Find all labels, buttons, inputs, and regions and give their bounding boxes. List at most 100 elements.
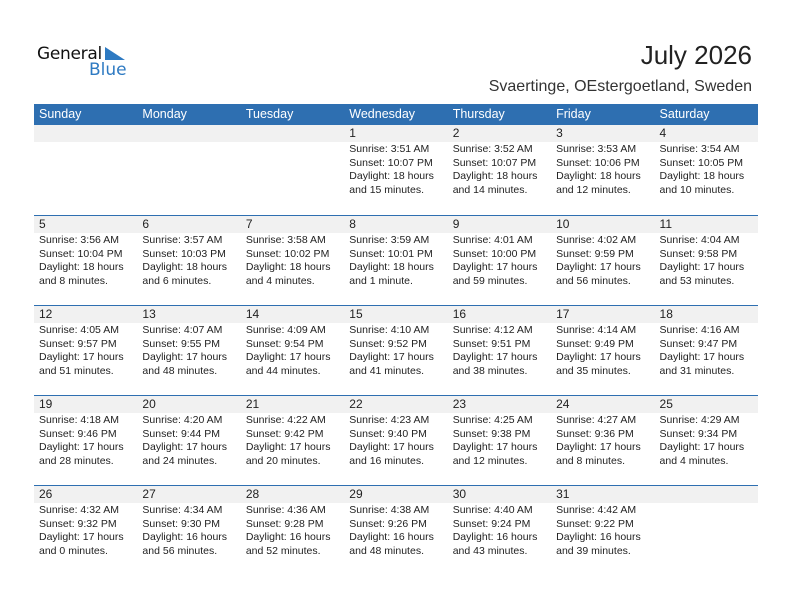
sunrise-text: Sunrise: 3:59 AM <box>349 234 430 246</box>
daylight-text: Daylight: 17 hours <box>556 261 641 273</box>
weekday-wednesday: Wednesday <box>349 107 416 121</box>
sunset-text: Sunset: 9:47 PM <box>659 337 738 350</box>
day-info: Sunrise: 4:12 AM Sunset: 9:51 PM Daylight:… <box>448 323 551 378</box>
daylight-text: and 48 minutes. <box>142 364 218 377</box>
daylight-text: Daylight: 17 hours <box>349 441 434 453</box>
daylight-text: Daylight: 17 hours <box>142 351 228 363</box>
daylight-text: and 1 minute. <box>349 274 413 287</box>
daylight-text: and 35 minutes. <box>556 364 631 377</box>
sunrise-text: Sunrise: 4:34 AM <box>142 504 223 516</box>
weeks: 1 Sunrise: 3:51 AM Sunset: 10:07 PM Dayligh… <box>34 125 758 575</box>
day-cell: 30 Sunrise: 4:40 AM Sunset: 9:24 PM Dayligh… <box>447 486 552 575</box>
day-number: 26 <box>34 486 138 503</box>
daylight-text: Daylight: 18 hours <box>349 261 434 273</box>
daylight-text: and 8 minutes. <box>39 274 108 287</box>
daylight-text: and 20 minutes. <box>245 454 321 467</box>
week-row: 26 Sunrise: 4:32 AM Sunset: 9:32 PM Dayligh… <box>34 485 758 575</box>
weekday-thursday: Thursday <box>452 107 505 121</box>
sunrise-text: Sunrise: 3:54 AM <box>659 143 740 155</box>
daylight-text: and 0 minutes. <box>39 544 108 557</box>
daylight-text: and 31 minutes. <box>659 364 735 377</box>
daylight-text: and 56 minutes. <box>556 274 631 287</box>
sunrise-text: Sunrise: 4:12 AM <box>452 324 533 336</box>
daylight-text: Daylight: 17 hours <box>39 441 124 453</box>
weekday-monday: Monday <box>142 107 187 121</box>
day-info: Sunrise: 4:22 AM Sunset: 9:42 PM Daylight:… <box>241 413 344 468</box>
day-number: 31 <box>551 486 655 503</box>
day-info: Sunrise: 4:10 AM Sunset: 9:52 PM Daylight:… <box>344 323 447 378</box>
day-cell: 26 Sunrise: 4:32 AM Sunset: 9:32 PM Dayligh… <box>34 486 138 575</box>
day-number: 27 <box>137 486 241 503</box>
day-cell <box>654 486 758 575</box>
daylight-text: Daylight: 17 hours <box>245 351 331 363</box>
day-info: Sunrise: 3:53 AM Sunset: 10:06 PM Daylight… <box>551 142 654 197</box>
sunrise-text: Sunrise: 4:16 AM <box>659 324 740 336</box>
day-number: 11 <box>654 216 758 233</box>
daylight-text: Daylight: 17 hours <box>659 441 745 453</box>
daylight-text: and 12 minutes. <box>452 454 528 467</box>
daylight-text: Daylight: 18 hours <box>659 170 745 182</box>
sunrise-text: Sunrise: 4:09 AM <box>245 324 326 336</box>
day-info: Sunrise: 3:52 AM Sunset: 10:07 PM Daylight… <box>448 142 551 197</box>
sunrise-text: Sunrise: 4:01 AM <box>452 234 533 246</box>
day-number: 20 <box>137 396 241 413</box>
day-number: 15 <box>344 306 448 323</box>
daylight-text: Daylight: 17 hours <box>349 351 434 363</box>
daylight-text: and 28 minutes. <box>39 454 114 467</box>
day-cell: 17 Sunrise: 4:14 AM Sunset: 9:49 PM Dayligh… <box>551 306 655 395</box>
daylight-text: Daylight: 18 hours <box>245 261 331 273</box>
day-number: 16 <box>447 306 552 323</box>
day-cell: 2 Sunrise: 3:52 AM Sunset: 10:07 PM Dayligh… <box>447 125 552 215</box>
daylight-text: and 44 minutes. <box>245 364 321 377</box>
sunset-text: Sunset: 9:51 PM <box>452 337 531 350</box>
sunset-text: Sunset: 10:04 PM <box>39 247 123 260</box>
sunset-text: Sunset: 10:07 PM <box>452 156 537 169</box>
sunset-text: Sunset: 9:57 PM <box>39 337 117 350</box>
day-cell: 21 Sunrise: 4:22 AM Sunset: 9:42 PM Dayligh… <box>240 396 345 485</box>
day-cell <box>34 125 138 215</box>
day-cell: 24 Sunrise: 4:27 AM Sunset: 9:36 PM Dayligh… <box>551 396 655 485</box>
daylight-text: and 15 minutes. <box>349 183 424 196</box>
sunrise-text: Sunrise: 4:42 AM <box>556 504 637 516</box>
day-number: 13 <box>137 306 241 323</box>
sunrise-text: Sunrise: 4:22 AM <box>245 414 326 426</box>
daylight-text: and 8 minutes. <box>556 454 625 467</box>
sunrise-text: Sunrise: 4:14 AM <box>556 324 637 336</box>
day-info: Sunrise: 4:20 AM Sunset: 9:44 PM Daylight:… <box>137 413 240 468</box>
day-number: 5 <box>34 216 138 233</box>
day-number: 12 <box>34 306 138 323</box>
sunset-text: Sunset: 9:44 PM <box>142 427 221 440</box>
sunrise-text: Sunrise: 4:23 AM <box>349 414 430 426</box>
day-cell: 13 Sunrise: 4:07 AM Sunset: 9:55 PM Dayligh… <box>137 306 241 395</box>
daylight-text: Daylight: 16 hours <box>142 531 228 543</box>
week-row: 12 Sunrise: 4:05 AM Sunset: 9:57 PM Dayligh… <box>34 305 758 395</box>
day-cell <box>240 125 345 215</box>
day-info: Sunrise: 4:16 AM Sunset: 9:47 PM Daylight:… <box>655 323 758 378</box>
day-number: 24 <box>551 396 655 413</box>
day-cell: 19 Sunrise: 4:18 AM Sunset: 9:46 PM Dayligh… <box>34 396 138 485</box>
daylight-text: Daylight: 16 hours <box>556 531 641 543</box>
day-info: Sunrise: 3:57 AM Sunset: 10:03 PM Daylight… <box>137 233 240 288</box>
sunset-text: Sunset: 9:52 PM <box>349 337 427 350</box>
day-cell: 15 Sunrise: 4:10 AM Sunset: 9:52 PM Dayligh… <box>344 306 448 395</box>
sunset-text: Sunset: 9:34 PM <box>659 427 738 440</box>
week-row: 19 Sunrise: 4:18 AM Sunset: 9:46 PM Dayligh… <box>34 395 758 485</box>
daylight-text: Daylight: 17 hours <box>452 261 538 273</box>
day-info: Sunrise: 4:23 AM Sunset: 9:40 PM Daylight:… <box>344 413 447 468</box>
day-info: Sunrise: 4:42 AM Sunset: 9:22 PM Daylight:… <box>551 503 654 558</box>
daylight-text: Daylight: 17 hours <box>452 441 538 453</box>
day-number: 14 <box>240 306 345 323</box>
sunset-text: Sunset: 9:26 PM <box>349 517 427 530</box>
sunset-text: Sunset: 9:58 PM <box>659 247 738 260</box>
day-number: 23 <box>447 396 552 413</box>
daylight-text: and 24 minutes. <box>142 454 218 467</box>
daylight-text: Daylight: 16 hours <box>349 531 434 543</box>
sunrise-text: Sunrise: 3:56 AM <box>39 234 119 246</box>
logo-general-text: General <box>37 44 102 64</box>
daylight-text: Daylight: 18 hours <box>349 170 434 182</box>
day-cell: 10 Sunrise: 4:02 AM Sunset: 9:59 PM Dayligh… <box>551 216 655 305</box>
sunset-text: Sunset: 10:06 PM <box>556 156 640 169</box>
day-number: 7 <box>240 216 345 233</box>
daylight-text: and 39 minutes. <box>556 544 631 557</box>
daylight-text: Daylight: 17 hours <box>556 351 641 363</box>
